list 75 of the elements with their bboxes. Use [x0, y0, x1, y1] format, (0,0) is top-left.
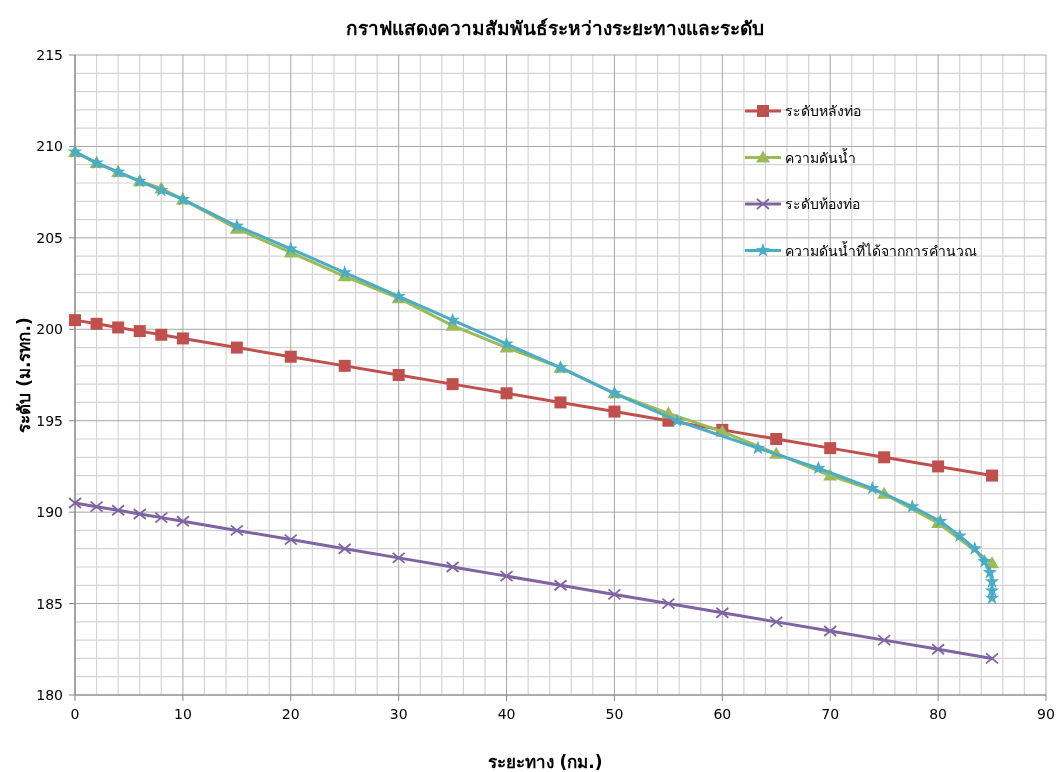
point [89, 500, 104, 513]
point [391, 551, 406, 564]
point [952, 528, 967, 542]
point [338, 359, 351, 372]
x-tick-label: 30 [389, 706, 408, 722]
point [554, 396, 567, 409]
point [499, 570, 514, 583]
point [155, 328, 168, 341]
point [905, 499, 920, 513]
point [445, 312, 460, 327]
x-tick-label: 50 [605, 706, 624, 722]
legend-label: ความดันน้ำที่ได้จากการคำนวณ [785, 240, 977, 259]
point [500, 387, 513, 400]
y-tick-label: 195 [36, 412, 63, 429]
point [669, 413, 685, 427]
legend-label: ระดับท้องท่อ [785, 196, 860, 212]
point [770, 433, 783, 445]
point [90, 317, 103, 330]
y-tick-label: 190 [36, 504, 63, 521]
legend-label: ระดับหลังท่อ [785, 103, 861, 119]
point [69, 314, 81, 327]
point [133, 325, 146, 338]
x-tick-label: 70 [821, 706, 840, 722]
x-axis-title: ระยะทาง (กม.) [487, 752, 603, 772]
point [111, 504, 126, 517]
point [499, 336, 514, 350]
x-tick-label: 90 [1037, 706, 1055, 722]
x-tick-label: 60 [713, 706, 732, 722]
point [824, 442, 837, 455]
point [608, 405, 621, 418]
point [337, 265, 352, 279]
x-tick-label: 40 [497, 706, 516, 722]
point [967, 541, 982, 555]
point [932, 460, 945, 473]
point [982, 564, 998, 579]
point [986, 469, 999, 482]
y-tick-label: 185 [36, 595, 63, 612]
point [283, 241, 298, 255]
point [283, 533, 298, 546]
point [878, 451, 891, 464]
point [877, 634, 892, 647]
point [229, 524, 244, 537]
point [607, 588, 622, 601]
point [284, 350, 297, 363]
point [715, 606, 730, 619]
point [175, 515, 190, 528]
x-tick-label: 0 [70, 706, 80, 722]
x-tick-label: 10 [173, 706, 192, 722]
point [112, 321, 125, 334]
y-tick-label: 215 [36, 47, 63, 63]
point [154, 511, 169, 524]
point [985, 652, 999, 665]
point [446, 378, 459, 391]
y-axis-title: ระดับ (ม.รทก.) [14, 317, 34, 433]
point [176, 332, 189, 345]
point [132, 508, 147, 520]
x-tick-label: 80 [929, 706, 948, 722]
point [823, 625, 838, 637]
point [445, 561, 460, 573]
x-tick-label: 20 [281, 706, 300, 722]
point [230, 341, 243, 354]
point [392, 369, 405, 381]
point [553, 579, 568, 592]
legend-label: ความดันน้ำ [785, 147, 856, 166]
y-tick-label: 180 [36, 687, 63, 703]
y-tick-label: 210 [36, 138, 63, 155]
point [68, 497, 82, 509]
point [337, 542, 352, 555]
y-tick-label: 205 [36, 229, 63, 246]
y-tick-label: 200 [36, 321, 63, 338]
point [977, 554, 992, 568]
point [931, 643, 946, 656]
point [661, 597, 676, 610]
point [769, 615, 784, 628]
chart-title: กราฟแสดงความสัมพันธ์ระหว่างระยะทางและระดับ [346, 17, 764, 39]
